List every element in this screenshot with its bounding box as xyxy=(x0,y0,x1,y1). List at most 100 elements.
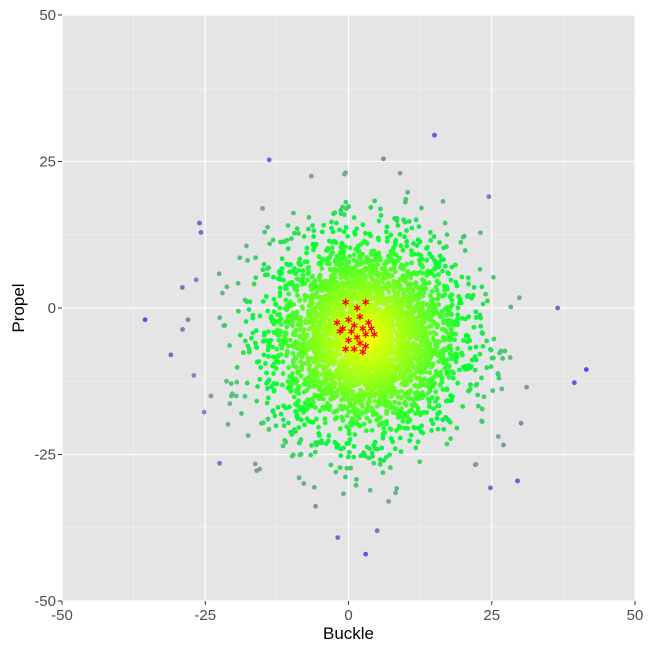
outlier-point xyxy=(374,528,380,534)
data-point xyxy=(250,315,256,321)
data-point xyxy=(377,457,383,463)
data-point xyxy=(256,358,262,364)
data-point xyxy=(334,415,340,421)
data-point xyxy=(321,222,327,228)
data-point xyxy=(371,460,377,466)
outlier-point xyxy=(515,478,520,484)
data-point xyxy=(435,426,441,432)
data-point xyxy=(436,272,441,277)
data-point xyxy=(339,382,345,388)
data-point xyxy=(508,304,514,310)
data-point xyxy=(227,343,232,348)
data-point xyxy=(415,285,421,291)
data-point xyxy=(405,389,411,395)
data-point xyxy=(311,484,317,490)
data-point xyxy=(304,293,309,299)
data-point xyxy=(314,370,320,375)
data-point xyxy=(244,243,249,249)
data-point xyxy=(301,234,307,239)
data-point xyxy=(313,405,318,410)
data-point xyxy=(457,300,462,306)
data-point xyxy=(416,251,421,257)
data-point xyxy=(388,232,394,238)
outlier-point xyxy=(168,352,174,358)
data-point xyxy=(274,381,280,387)
data-point xyxy=(347,253,352,259)
data-point xyxy=(406,417,412,422)
data-point xyxy=(346,440,352,446)
data-point xyxy=(225,421,231,427)
data-point xyxy=(384,229,389,235)
data-point xyxy=(342,171,347,177)
data-point xyxy=(333,240,339,246)
data-point xyxy=(302,422,307,428)
data-point xyxy=(377,396,383,402)
data-point xyxy=(270,274,276,280)
data-point xyxy=(346,449,352,455)
data-point xyxy=(285,343,291,349)
data-point xyxy=(299,277,305,283)
data-point xyxy=(390,410,396,415)
data-point xyxy=(229,391,235,397)
data-point xyxy=(387,298,393,304)
data-point xyxy=(441,245,447,251)
data-point xyxy=(368,233,374,239)
data-point xyxy=(358,256,363,262)
data-point xyxy=(301,327,307,333)
data-point xyxy=(409,271,415,277)
data-point xyxy=(477,312,483,318)
data-point xyxy=(384,397,390,403)
data-point xyxy=(334,408,340,414)
data-point xyxy=(280,417,286,423)
data-point xyxy=(270,237,276,243)
data-point xyxy=(257,376,263,382)
data-point xyxy=(459,316,465,321)
data-point xyxy=(329,377,335,383)
data-point xyxy=(454,283,460,289)
data-point xyxy=(457,367,462,373)
data-point xyxy=(265,395,271,401)
data-point xyxy=(447,294,453,300)
data-point xyxy=(467,345,473,351)
data-point xyxy=(247,299,253,305)
data-point xyxy=(489,355,495,361)
data-point xyxy=(394,316,400,322)
data-point xyxy=(265,386,270,391)
data-point xyxy=(497,350,503,356)
data-point xyxy=(379,266,385,271)
data-point xyxy=(365,349,371,355)
outlier-point xyxy=(363,551,369,557)
data-point xyxy=(275,404,281,410)
data-point xyxy=(368,205,374,210)
data-point xyxy=(278,239,284,245)
data-point xyxy=(368,252,374,257)
outlier-point xyxy=(208,393,214,399)
data-point xyxy=(420,390,425,396)
data-point xyxy=(234,379,240,385)
data-point xyxy=(409,402,415,408)
data-point xyxy=(283,338,289,344)
data-point xyxy=(435,411,441,417)
data-point xyxy=(316,424,321,430)
data-point xyxy=(317,408,323,414)
data-point xyxy=(394,358,400,363)
data-point xyxy=(263,294,269,299)
data-point xyxy=(394,428,399,433)
data-point xyxy=(312,280,318,286)
data-point xyxy=(441,426,447,432)
data-point xyxy=(433,389,439,395)
data-point xyxy=(297,256,303,262)
data-point xyxy=(479,330,485,335)
data-point xyxy=(424,246,429,251)
data-point xyxy=(440,268,445,274)
data-point xyxy=(378,257,384,263)
data-point xyxy=(402,399,408,405)
data-point xyxy=(311,228,317,234)
data-point xyxy=(455,305,461,311)
data-point xyxy=(303,350,309,356)
data-point xyxy=(408,432,414,438)
data-point xyxy=(464,294,470,299)
data-point xyxy=(281,277,286,283)
data-point xyxy=(406,409,412,414)
